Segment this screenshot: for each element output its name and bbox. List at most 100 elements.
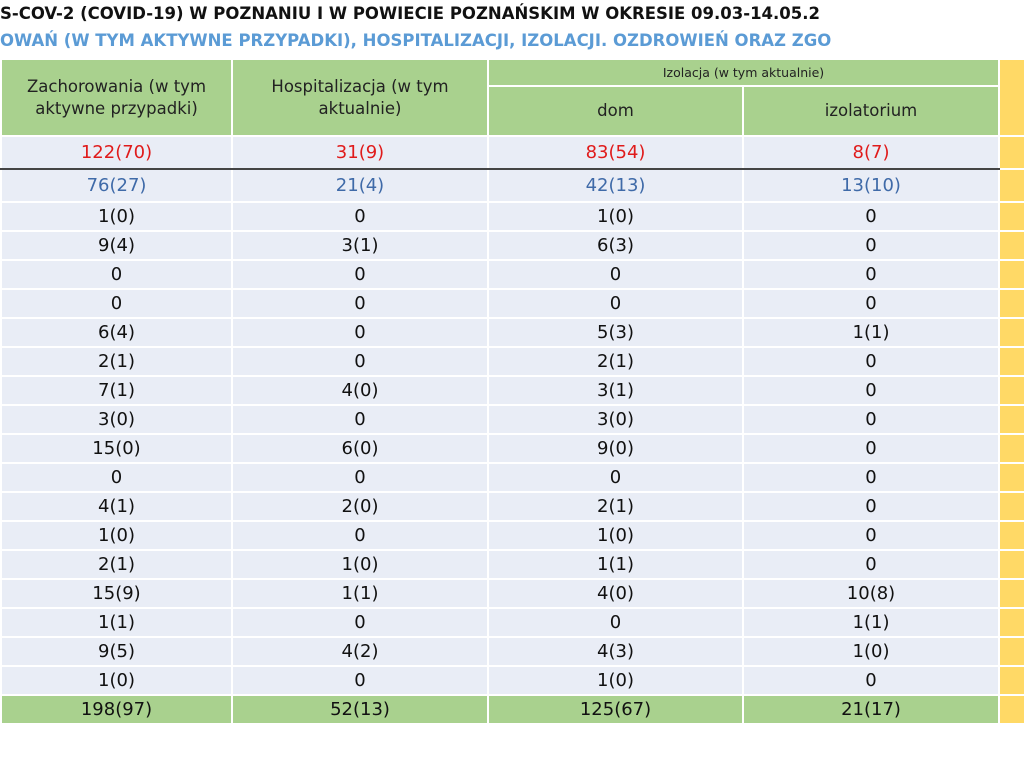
cell: 1(0) [487, 520, 744, 551]
cell: 0 [741, 201, 1001, 232]
cell: 0 [231, 462, 489, 493]
cell: 15(0) [0, 433, 233, 464]
cell: 0 [231, 607, 489, 638]
yellow-cell [998, 168, 1024, 203]
yellow-cell [998, 58, 1024, 137]
cell: 5(3) [487, 317, 744, 348]
cell: 0 [231, 317, 489, 348]
yellow-cell [998, 317, 1024, 348]
table-row: 9(5) 4(2) 4(3) 1(0) [0, 636, 1024, 667]
table-row: 9(4) 3(1) 6(3) 0 [0, 230, 1024, 261]
header-isolation: Izolacja (w tym aktualnie) [486, 58, 1001, 87]
cell: 0 [231, 259, 489, 290]
cell: 0 [487, 288, 744, 319]
yellow-cell [998, 375, 1024, 406]
header-isolatorium: izolatorium [741, 85, 1001, 137]
cell: 198(97) [0, 694, 233, 725]
table-row: 2(1) 0 2(1) 0 [0, 346, 1024, 377]
cell: 0 [741, 259, 1001, 290]
yellow-cell [998, 636, 1024, 667]
table-row: 1(0) 0 1(0) 0 [0, 520, 1024, 551]
cell: 52(13) [231, 694, 489, 725]
cell: 1(0) [487, 665, 744, 696]
title: S-COV-2 (COVID-19) W POZNANIU I W POWIEC… [0, 4, 821, 23]
cell: 0 [231, 665, 489, 696]
yellow-cell [998, 578, 1024, 609]
cell: 9(5) [0, 636, 233, 667]
table-row: 1(1) 0 0 1(1) [0, 607, 1024, 638]
table-row: 3(0) 0 3(0) 0 [0, 404, 1024, 435]
cell: 8(7) [741, 135, 1001, 170]
cell: 2(0) [231, 491, 489, 522]
header-home: dom [487, 85, 744, 137]
cell: 15(9) [0, 578, 233, 609]
cell: 0 [0, 259, 233, 290]
cell: 1(1) [487, 549, 744, 580]
cell: 13(10) [741, 168, 1001, 203]
yellow-cell [998, 665, 1024, 696]
table-row: 2(1) 1(0) 1(1) 0 [0, 549, 1024, 580]
cell: 2(1) [0, 549, 233, 580]
cell: 31(9) [231, 135, 489, 170]
cell: 4(2) [231, 636, 489, 667]
cell: 122(70) [0, 135, 233, 170]
cell: 0 [487, 462, 744, 493]
yellow-cell [998, 462, 1024, 493]
cell: 10(8) [741, 578, 1001, 609]
cell: 0 [0, 288, 233, 319]
cell: 1(0) [231, 549, 489, 580]
cell: 0 [231, 404, 489, 435]
cell: 0 [231, 201, 489, 232]
cell: 0 [741, 549, 1001, 580]
cell: 0 [741, 346, 1001, 377]
cell: 1(1) [741, 607, 1001, 638]
cell: 125(67) [487, 694, 744, 725]
header-cases: Zachorowania (w tym aktywne przypadki) [0, 58, 233, 137]
table-row: 1(0) 0 1(0) 0 [0, 665, 1024, 696]
cell: 76(27) [0, 168, 233, 203]
cell: 9(0) [487, 433, 744, 464]
cell: 3(0) [487, 404, 744, 435]
yellow-cell [998, 404, 1024, 435]
cell: 9(4) [0, 230, 233, 261]
yellow-cell [998, 230, 1024, 261]
cell: 1(1) [741, 317, 1001, 348]
cell: 0 [0, 462, 233, 493]
cell: 1(0) [0, 665, 233, 696]
subtitle: OWAŃ (W TYM AKTYWNE PRZYPADKI), HOSPITAL… [0, 31, 832, 50]
cell: 0 [487, 607, 744, 638]
yellow-cell [998, 433, 1024, 464]
cell: 3(1) [231, 230, 489, 261]
yellow-cell [998, 694, 1024, 725]
table-row: 6(4) 0 5(3) 1(1) [0, 317, 1024, 348]
cell: 42(13) [487, 168, 744, 203]
cell: 0 [741, 288, 1001, 319]
yellow-cell [998, 201, 1024, 232]
yellow-cell [998, 135, 1024, 170]
cell: 21(4) [231, 168, 489, 203]
cell: 83(54) [487, 135, 744, 170]
table-row: 122(70) 31(9) 83(54) 8(7) [0, 135, 1024, 170]
yellow-cell [998, 607, 1024, 638]
table-row: 76(27) 21(4) 42(13) 13(10) [0, 168, 1024, 203]
table-row: 15(0) 6(0) 9(0) 0 [0, 433, 1024, 464]
header-hospital: Hospitalizacja (w tym aktualnie) [231, 58, 489, 137]
cell: 2(1) [487, 346, 744, 377]
table-row: 4(1) 2(0) 2(1) 0 [0, 491, 1024, 522]
cell: 4(0) [231, 375, 489, 406]
cell: 7(1) [0, 375, 233, 406]
cell: 6(4) [0, 317, 233, 348]
cell: 2(1) [0, 346, 233, 377]
cell: 1(0) [0, 201, 233, 232]
cell: 4(1) [0, 491, 233, 522]
cell: 1(1) [231, 578, 489, 609]
cell: 0 [741, 433, 1001, 464]
yellow-cell [998, 520, 1024, 551]
cell: 3(1) [487, 375, 744, 406]
table-row: 1(0) 0 1(0) 0 [0, 201, 1024, 232]
cell: 4(0) [487, 578, 744, 609]
